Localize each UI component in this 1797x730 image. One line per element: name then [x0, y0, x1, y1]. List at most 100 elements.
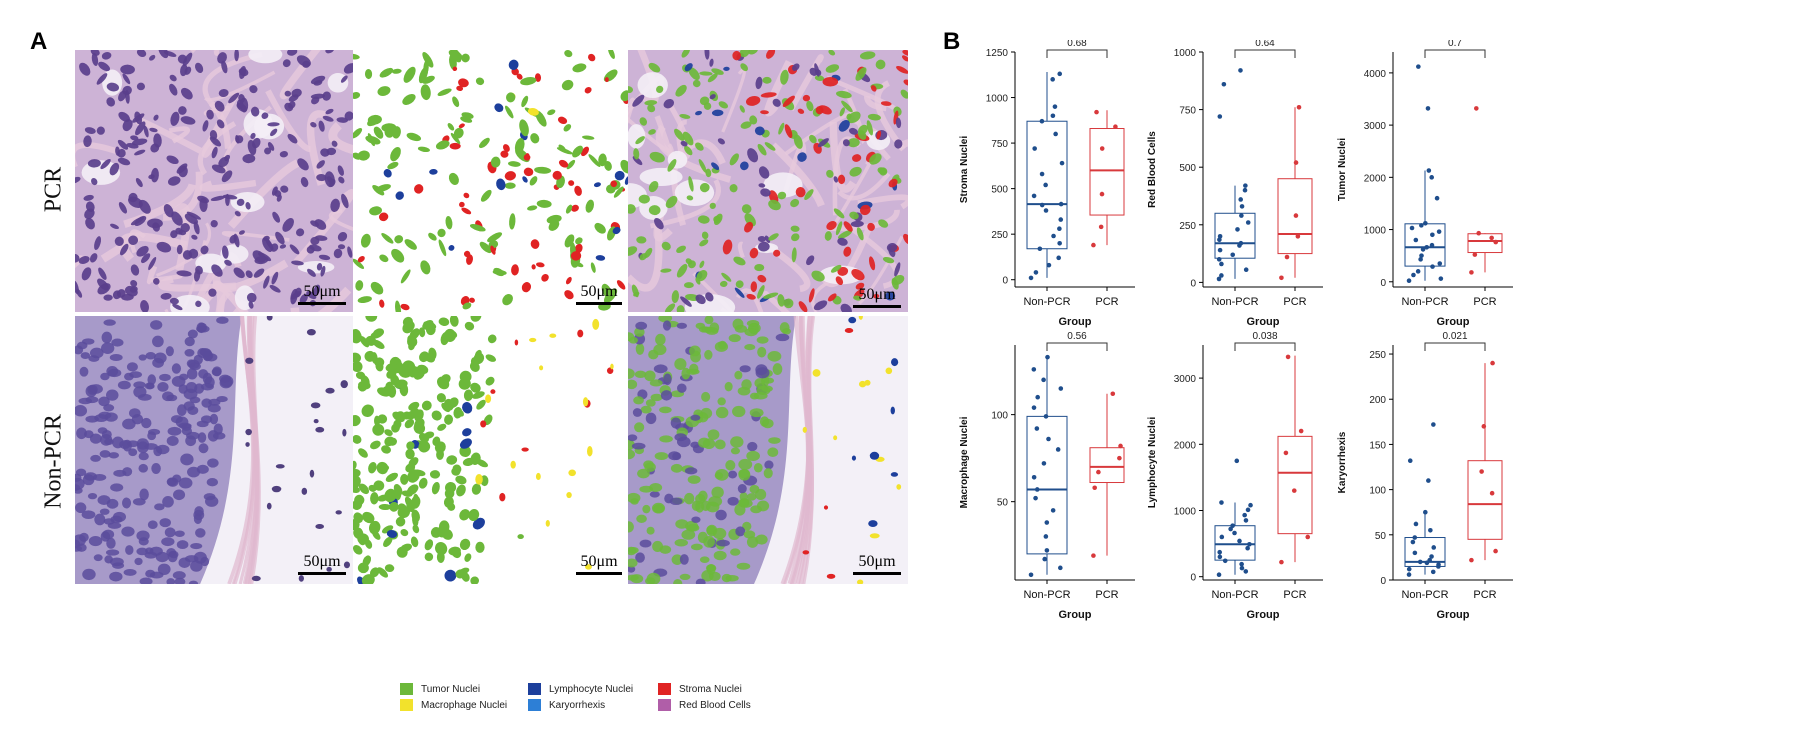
data-point — [1234, 458, 1240, 464]
y-tick-label: 250 — [1179, 221, 1196, 232]
y-tick-label: 1250 — [986, 48, 1009, 59]
data-point — [1031, 474, 1037, 480]
non-pcr-he-image — [75, 316, 353, 584]
data-point — [1427, 557, 1432, 563]
data-point — [1099, 146, 1105, 151]
legend-item-lymphocyte: Lymphocyte Nuclei — [528, 683, 633, 695]
data-point — [1052, 104, 1058, 109]
cell-type-legend: Tumor Nuclei Lymphocyte Nuclei Stroma Nu… — [400, 683, 780, 725]
data-point — [1430, 569, 1436, 575]
y-axis-label: Tumor Nuclei — [1337, 138, 1348, 201]
data-point — [1057, 71, 1063, 77]
data-point — [1033, 495, 1038, 501]
data-point — [1042, 556, 1048, 562]
data-point — [1411, 272, 1416, 278]
p-value-label: 0.038 — [1252, 331, 1277, 342]
data-point — [1059, 160, 1065, 166]
x-tick-label: PCR — [1473, 296, 1496, 308]
y-axis-label: Macrophage Nuclei — [959, 416, 970, 508]
significance-bracket — [1234, 49, 1296, 58]
x-axis-label: Group — [1437, 316, 1470, 328]
data-point — [1099, 191, 1105, 197]
data-point — [1037, 246, 1043, 252]
data-point — [1419, 253, 1424, 258]
data-point — [1406, 572, 1412, 577]
y-tick-label: 0 — [1380, 576, 1386, 587]
data-point — [1217, 114, 1223, 119]
data-point — [1057, 226, 1062, 232]
data-point — [1230, 523, 1235, 529]
y-tick-label: 0 — [1380, 278, 1386, 289]
y-tick-label: 2000 — [1174, 440, 1197, 451]
data-point — [1056, 255, 1061, 261]
x-tick-label: Non-PCR — [1401, 589, 1448, 601]
significance-bracket — [1424, 342, 1486, 351]
boxplot-1: 0 250 500 750 1000 Red Blood Cells Group Non-PC… — [1147, 40, 1323, 328]
x-tick-label: Non-PCR — [1023, 589, 1070, 601]
box — [1467, 460, 1503, 540]
data-point — [1217, 549, 1222, 555]
x-tick-label: Non-PCR — [1401, 296, 1448, 308]
data-point — [1039, 171, 1045, 177]
p-value-label: 0.7 — [1448, 40, 1462, 49]
data-point — [1295, 234, 1301, 239]
data-point — [1431, 545, 1437, 550]
data-point — [1050, 77, 1055, 82]
y-tick-label: 3000 — [1174, 374, 1197, 385]
data-point — [1094, 109, 1099, 115]
data-point — [1413, 237, 1419, 243]
data-point — [1043, 208, 1049, 213]
pcr-segmentation-mask — [353, 50, 628, 312]
data-point — [1058, 201, 1064, 207]
significance-bracket — [1234, 342, 1296, 351]
data-point — [1481, 424, 1487, 429]
x-tick-label: Non-PCR — [1023, 296, 1070, 308]
data-point — [1239, 204, 1245, 209]
row-label-non-pcr: Non-PCR — [40, 414, 67, 509]
data-point — [1033, 270, 1039, 275]
non-pcr-segmentation-mask — [353, 316, 628, 584]
p-value-label: 0.64 — [1255, 40, 1275, 49]
y-axis-label: Lymphocyte Nuclei — [1147, 417, 1158, 509]
row-label-pcr: PCR — [40, 166, 67, 213]
data-point — [1045, 354, 1050, 360]
data-point — [1437, 261, 1443, 266]
data-point — [1117, 455, 1122, 461]
data-point — [1217, 234, 1223, 239]
scalebar-pcr-overlay: 50μm — [853, 286, 901, 308]
data-point — [1479, 469, 1484, 474]
data-point — [1035, 394, 1040, 400]
data-point — [1238, 68, 1243, 73]
data-point — [1230, 252, 1236, 258]
data-point — [1092, 485, 1097, 491]
data-point — [1436, 229, 1442, 234]
box — [1089, 447, 1125, 484]
x-axis-label: Group — [1247, 316, 1280, 328]
p-value-label: 0.68 — [1067, 40, 1087, 49]
data-point — [1235, 227, 1240, 232]
data-point — [1436, 562, 1441, 567]
x-tick-label: PCR — [1283, 296, 1306, 308]
data-point — [1284, 254, 1290, 260]
legend-swatch-lymphocyte — [528, 683, 541, 695]
boxplot-0: 0 250 500 750 1000 1250 Stroma Nuclei Group Non-… — [959, 40, 1135, 328]
boxplot-2: 0 1000 2000 3000 4000 Tumor Nuclei Group Non-PC… — [1337, 40, 1513, 328]
data-point — [1216, 572, 1222, 578]
data-point — [1034, 426, 1040, 431]
y-tick-label: 1000 — [1364, 226, 1387, 237]
data-point — [1238, 197, 1243, 202]
data-point — [1216, 276, 1222, 282]
scalebar-non-pcr-mask: 50μm — [576, 553, 622, 575]
legend-item-karyorrhexis: Karyorrhexis — [528, 699, 605, 711]
x-tick-label: Non-PCR — [1211, 589, 1258, 601]
data-point — [1238, 240, 1244, 246]
data-point — [1429, 554, 1434, 559]
data-point — [1219, 261, 1224, 267]
data-point — [1031, 193, 1037, 199]
data-point — [1407, 458, 1413, 463]
legend-item-tumor: Tumor Nuclei — [400, 683, 480, 695]
data-point — [1406, 566, 1412, 572]
y-tick-label: 50 — [997, 498, 1009, 509]
data-point — [1217, 237, 1222, 243]
